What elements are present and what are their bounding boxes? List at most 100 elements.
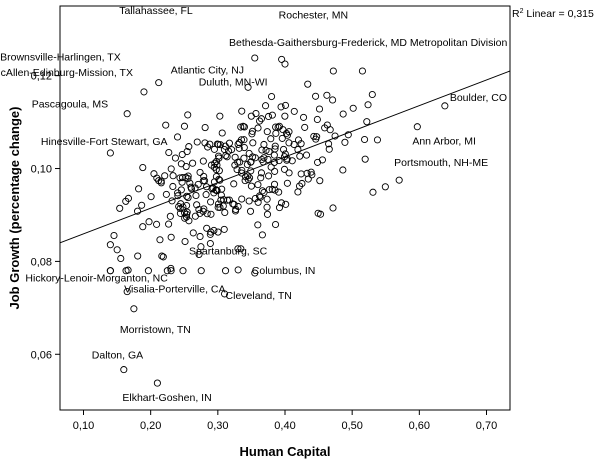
data-point xyxy=(167,264,175,272)
data-point xyxy=(182,173,190,181)
x-tick-label: 0,50 xyxy=(341,420,362,432)
y-tick-label: 0,12 xyxy=(31,71,52,83)
data-point xyxy=(167,165,175,173)
point-label: Duluth, MN-WI xyxy=(199,77,268,89)
data-point xyxy=(282,200,290,208)
data-point xyxy=(214,228,222,236)
data-point xyxy=(206,239,214,248)
data-point xyxy=(358,67,366,75)
x-tick-label: 0,20 xyxy=(140,420,161,432)
data-point xyxy=(116,204,124,212)
data-point xyxy=(212,166,220,174)
data-point xyxy=(233,165,241,174)
fit-line xyxy=(59,70,511,244)
data-point xyxy=(217,191,225,199)
data-point xyxy=(201,177,209,185)
data-point xyxy=(220,225,228,233)
data-point xyxy=(314,209,322,217)
data-point xyxy=(166,212,174,220)
data-point xyxy=(134,252,142,260)
data-point xyxy=(214,203,222,211)
point-label: Morristown, TN xyxy=(120,324,191,336)
point-label: Dalton, GA xyxy=(92,350,143,362)
data-point xyxy=(313,115,321,124)
data-point xyxy=(234,266,242,274)
data-point xyxy=(106,149,114,157)
data-point xyxy=(177,186,185,194)
data-point xyxy=(139,164,147,172)
data-point xyxy=(364,101,372,109)
point-label: Spartanburg, SC xyxy=(189,245,268,257)
data-point xyxy=(316,177,324,185)
data-point xyxy=(263,210,272,218)
data-point xyxy=(329,204,337,212)
data-point xyxy=(285,139,293,147)
data-point xyxy=(144,267,152,275)
data-point xyxy=(178,174,187,182)
data-point xyxy=(197,243,205,251)
data-point xyxy=(240,154,248,162)
data-point xyxy=(169,182,177,191)
data-point xyxy=(244,83,252,91)
data-point xyxy=(268,111,276,119)
data-point xyxy=(280,165,289,173)
data-point xyxy=(263,128,271,136)
data-point xyxy=(310,132,318,140)
data-point xyxy=(331,132,339,140)
data-point xyxy=(254,181,262,189)
x-axis-ticks: 0,10 0,20 0,30 0,40 0,50 0,60 0,70 xyxy=(73,410,497,432)
data-point xyxy=(290,140,298,149)
data-point xyxy=(165,148,173,157)
data-point xyxy=(174,192,182,200)
data-point xyxy=(373,136,382,144)
data-point xyxy=(363,118,371,126)
data-point xyxy=(257,174,265,182)
data-point xyxy=(155,79,163,87)
data-point xyxy=(222,152,230,160)
data-point xyxy=(413,123,421,131)
data-point xyxy=(221,208,229,217)
data-point xyxy=(210,145,218,153)
data-point xyxy=(138,201,146,209)
plot-area xyxy=(59,5,511,411)
data-point xyxy=(294,146,302,154)
data-point xyxy=(231,207,240,215)
data-point xyxy=(203,224,211,232)
data-point xyxy=(179,267,187,275)
data-point xyxy=(254,124,262,132)
data-point xyxy=(183,192,191,200)
data-point xyxy=(230,180,238,188)
y-tick-label: 0,10 xyxy=(31,164,52,176)
data-point xyxy=(254,221,262,229)
point-label: Bethesda-Gaithersburg-Frederick, MD Metr… xyxy=(229,37,508,49)
x-tick-label: 0,60 xyxy=(409,420,430,432)
data-point xyxy=(181,209,189,217)
data-point xyxy=(212,157,221,165)
data-point xyxy=(223,153,231,161)
data-point xyxy=(219,202,227,210)
data-point xyxy=(193,201,201,209)
data-point xyxy=(157,179,165,187)
data-point xyxy=(196,168,204,176)
data-point xyxy=(240,144,248,152)
data-point xyxy=(246,207,255,215)
data-point xyxy=(184,111,192,119)
data-point xyxy=(184,194,192,202)
data-point xyxy=(263,195,271,203)
data-point xyxy=(207,210,215,218)
data-point xyxy=(236,158,244,166)
x-tick-label: 0,10 xyxy=(73,420,94,432)
data-point xyxy=(134,207,142,215)
data-point xyxy=(196,232,204,241)
point-label: Elkhart-Goshen, IN xyxy=(122,392,211,404)
data-point xyxy=(180,122,189,130)
data-point xyxy=(167,233,175,241)
point-label: McAllen-Edinburg-Mission, TX xyxy=(0,67,133,79)
data-point xyxy=(221,290,229,298)
data-point xyxy=(216,203,224,211)
data-point xyxy=(280,145,288,153)
data-point xyxy=(281,101,290,109)
data-point xyxy=(162,190,170,198)
data-point xyxy=(215,167,223,175)
data-point xyxy=(185,143,193,151)
